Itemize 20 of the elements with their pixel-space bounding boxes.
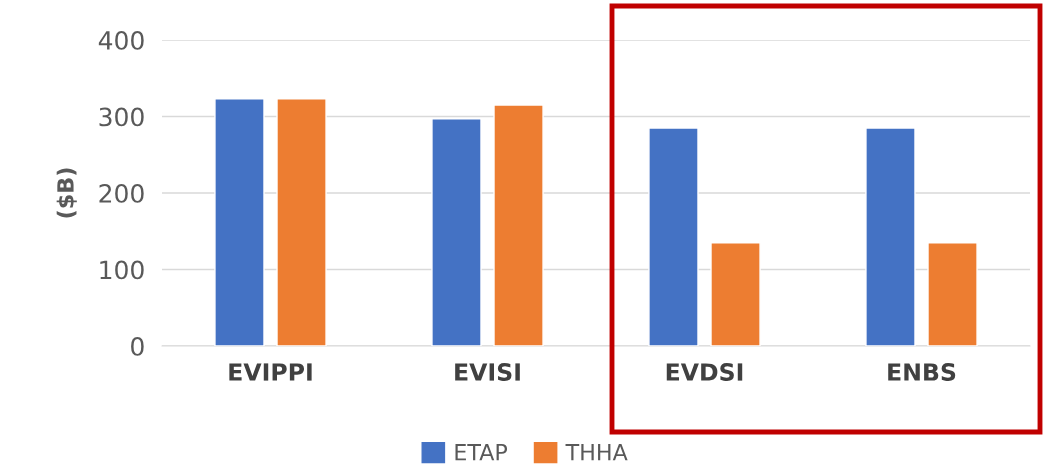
legend-label: ETAP xyxy=(455,444,508,461)
bar xyxy=(276,98,327,346)
y-tick-label: 400 xyxy=(98,30,144,50)
bar xyxy=(927,242,978,346)
y-tick-label: 0 xyxy=(131,336,144,356)
y-tick-label: 300 xyxy=(99,107,144,127)
x-tick-label: EVISI xyxy=(455,363,520,381)
y-axis-title: ($B) xyxy=(56,168,77,218)
bar xyxy=(865,127,916,346)
bar xyxy=(493,104,544,346)
bar xyxy=(214,98,265,346)
bar xyxy=(710,242,761,346)
x-tick-label: ENBS xyxy=(888,363,956,381)
y-tick-label: 200 xyxy=(99,183,144,203)
bar xyxy=(431,118,482,346)
legend-label: THHA xyxy=(565,444,628,461)
bar xyxy=(648,127,699,346)
x-tick-label: EVDSI xyxy=(666,363,743,381)
x-tick-label: EVIPPI xyxy=(229,363,312,381)
y-tick-label: 100 xyxy=(100,260,144,280)
